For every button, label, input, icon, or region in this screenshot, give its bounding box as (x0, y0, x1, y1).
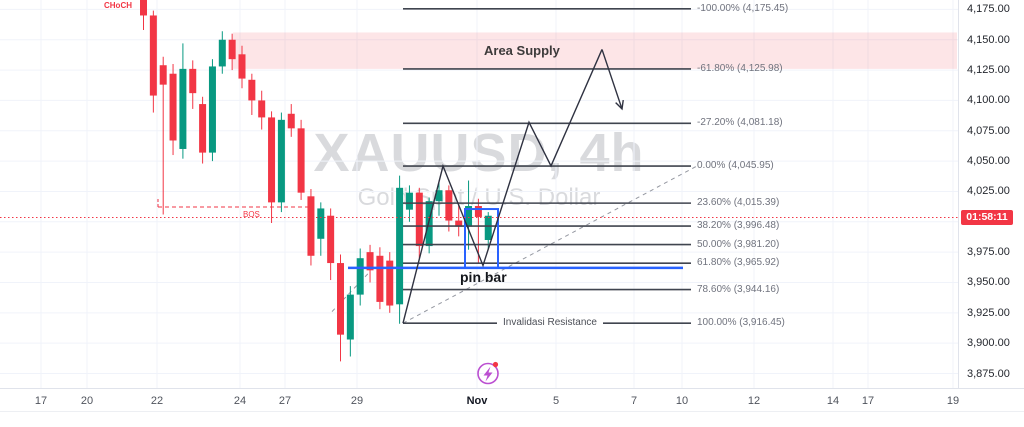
candle-body (169, 73, 177, 141)
candle-body (140, 0, 147, 16)
flash-icon[interactable] (477, 362, 499, 385)
time-axis-label: 19 (946, 395, 960, 407)
projection-zigzag[interactable] (402, 49, 603, 324)
time-axis-label: 22 (150, 395, 164, 407)
candle-body (208, 66, 216, 153)
price-axis-label: 4,075.00 (967, 124, 1010, 137)
candle-body (346, 294, 354, 340)
candle-body (465, 206, 473, 227)
price-axis-label: 3,975.00 (967, 246, 1010, 259)
price-axis-label: 3,900.00 (967, 337, 1010, 350)
candle-body (189, 68, 197, 94)
time-axis-label: Nov (466, 395, 488, 407)
notification-dot (492, 361, 499, 368)
candle-body (337, 263, 344, 335)
candle-body (238, 54, 246, 79)
candle-body (445, 190, 453, 221)
candle-body (366, 252, 374, 271)
candle-body (268, 117, 276, 203)
candle-body (405, 192, 413, 210)
candle-body (474, 206, 482, 217)
candle-body (287, 113, 295, 129)
time-axis-label: 12 (747, 395, 761, 407)
candle-body (425, 201, 433, 247)
candle-body (248, 79, 256, 101)
time-axis-label: 7 (630, 395, 638, 407)
price-axis-label: 3,950.00 (967, 276, 1010, 289)
candle-body (199, 104, 207, 153)
supply-zone[interactable] (233, 32, 957, 69)
price-axis-label: 4,175.00 (967, 3, 1010, 16)
candle-body (218, 39, 226, 67)
candle-body (228, 39, 236, 60)
candle-body (435, 190, 443, 202)
time-axis-label: 20 (80, 395, 94, 407)
time-axis-label: 29 (350, 395, 364, 407)
candle-body (258, 100, 266, 118)
candle-body (159, 65, 167, 85)
price-axis-label: 4,025.00 (967, 185, 1010, 198)
candle-body (327, 215, 335, 264)
candle-body (396, 187, 404, 305)
projection-arrowhead (615, 99, 624, 111)
candle-body (484, 215, 492, 240)
bar-countdown-badge: 01:58:11 (961, 210, 1013, 225)
time-axis-label: 17 (861, 395, 875, 407)
time-axis-label: 5 (552, 395, 560, 407)
lightning-bolt-icon (483, 366, 493, 382)
price-axis[interactable]: 01:58:11 4,175.00 4,150.00 4,125.00 4,100.0… (958, 0, 1024, 388)
candle-body (297, 128, 305, 193)
candle-body (179, 68, 187, 149)
candle-body (307, 196, 315, 256)
candle-body (149, 15, 157, 96)
time-axis-label: 10 (675, 395, 689, 407)
price-axis-label: 4,150.00 (967, 33, 1010, 46)
time-axis[interactable]: 17 20 22 24 27 29 Nov 5 7 10 12 14 17 19 (0, 388, 1024, 427)
time-axis-label: 17 (34, 395, 48, 407)
time-axis-label: 27 (278, 395, 292, 407)
axis-divider (0, 411, 1024, 412)
pin-bar-box[interactable] (464, 208, 499, 269)
price-axis-label: 4,125.00 (967, 64, 1010, 77)
candle-body (455, 220, 463, 227)
price-axis-label: 3,925.00 (967, 306, 1010, 319)
candle-body (277, 119, 285, 203)
candle-body (356, 258, 364, 295)
candle-body (317, 208, 325, 239)
price-axis-label: 3,875.00 (967, 367, 1010, 380)
time-axis-label: 14 (826, 395, 840, 407)
candle-body (415, 192, 423, 247)
projection-arrow[interactable] (601, 49, 623, 110)
price-axis-label: 4,100.00 (967, 94, 1010, 107)
time-axis-label: 24 (233, 395, 247, 407)
price-axis-label: 4,050.00 (967, 155, 1010, 168)
candle-body (376, 255, 384, 302)
candle-body (386, 260, 394, 306)
